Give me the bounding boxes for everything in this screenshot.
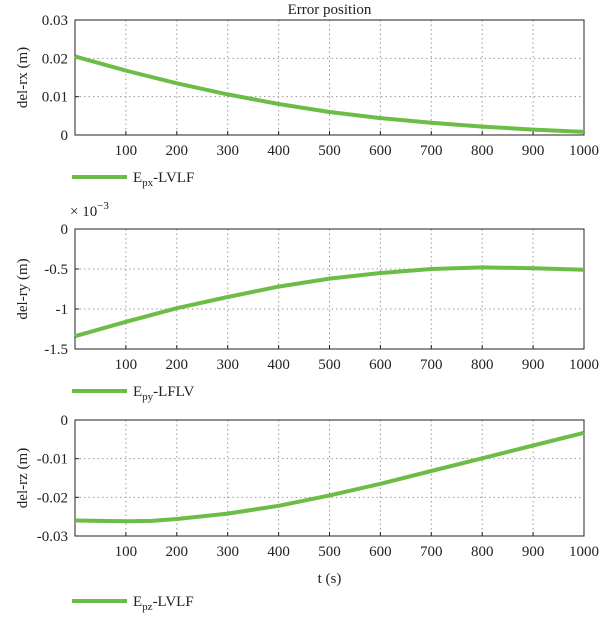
- y-axis-label: del-ry (m): [15, 258, 31, 319]
- y-tick-label: 0: [61, 413, 69, 429]
- x-tick-label: 1000: [569, 357, 599, 373]
- scale-note-exponent: −3: [97, 200, 109, 212]
- x-tick-label: 600: [369, 143, 392, 159]
- legend-label: Epz-LVLF: [133, 594, 194, 613]
- y-tick-label: -0.03: [37, 529, 68, 545]
- legend-label-suffix: -LVLF: [153, 594, 194, 610]
- y-tick-label: 0: [61, 222, 69, 238]
- legend-label: Epy-LFLV: [133, 384, 194, 403]
- legend: Epx-LVLF: [72, 170, 194, 189]
- x-tick-label: 400: [267, 143, 290, 159]
- plot-frame: [74, 419, 585, 537]
- plot-frame: [74, 228, 585, 350]
- legend-label-main: E: [133, 384, 142, 400]
- subplot-1: 100 200 300 400 500 600 700 800 900 1000 0 0.01 0.02…: [15, 2, 599, 189]
- x-tick-label: 1000: [569, 143, 599, 159]
- x-tick-label: 900: [522, 544, 545, 560]
- x-tick-label: 100: [115, 544, 138, 560]
- subplot-2: 100 200 300 400 500 600 700 800 900 1000 0 -0.5 -1 -1…: [15, 200, 599, 403]
- legend-label-suffix: -LVLF: [153, 170, 194, 186]
- scale-note-base: × 10: [70, 204, 97, 220]
- y-tick-label: -0.5: [44, 262, 68, 278]
- y-tick-label: 0: [61, 128, 69, 144]
- legend-label-main: E: [133, 170, 142, 186]
- x-tick-label: 400: [267, 357, 290, 373]
- x-tick-label: 1000: [569, 544, 599, 560]
- x-tick-label: 300: [216, 357, 239, 373]
- legend-label-main: E: [133, 594, 142, 610]
- y-axis-label: del-rx (m): [15, 47, 31, 108]
- x-tick-label: 800: [471, 357, 494, 373]
- x-tick-label: 300: [216, 143, 239, 159]
- x-tick-label: 300: [216, 544, 239, 560]
- legend: Epy-LFLV: [72, 384, 194, 403]
- x-tick-label: 500: [318, 357, 341, 373]
- x-tick-label: 900: [522, 357, 545, 373]
- x-tick-label: 500: [318, 143, 341, 159]
- legend-label-subscript: pz: [142, 601, 153, 613]
- plot-frame: [74, 19, 585, 136]
- x-tick-label: 900: [522, 143, 545, 159]
- x-axis-label: t (s): [318, 571, 342, 587]
- legend-label-subscript: px: [142, 177, 154, 189]
- x-tick-label: 700: [420, 143, 443, 159]
- y-tick-label: 0.01: [42, 90, 68, 106]
- x-tick-label: 600: [369, 357, 392, 373]
- x-tick-label: 200: [166, 357, 189, 373]
- chart-title: Error position: [288, 2, 372, 18]
- series-line: [74, 54, 585, 134]
- y-tick-label: -0.01: [37, 452, 68, 468]
- y-tick-label: -0.02: [37, 490, 68, 506]
- x-tick-label: 200: [166, 143, 189, 159]
- legend-label: Epx-LVLF: [133, 170, 194, 189]
- series-line: [74, 265, 585, 339]
- x-tick-label: 200: [166, 544, 189, 560]
- scale-note: × 10−3: [70, 200, 109, 220]
- series-line: [74, 430, 585, 524]
- x-tick-label: 800: [471, 143, 494, 159]
- x-tick-label: 500: [318, 544, 341, 560]
- y-tick-label: 0.02: [42, 51, 68, 67]
- x-tick-label: 700: [420, 357, 443, 373]
- y-tick-label: -1: [56, 302, 69, 318]
- y-axis-label: del-rz (m): [15, 448, 31, 508]
- y-tick-label: 0.03: [42, 13, 68, 29]
- x-tick-label: 600: [369, 544, 392, 560]
- legend-label-suffix: -LFLV: [153, 384, 194, 400]
- x-tick-label: 800: [471, 544, 494, 560]
- x-tick-label: 700: [420, 544, 443, 560]
- subplot-3: 100 200 300 400 500 600 700 800 900 1000 0 -0.01 -0.…: [15, 413, 599, 613]
- x-tick-label: 100: [115, 143, 138, 159]
- legend-label-subscript: py: [142, 391, 154, 403]
- x-tick-label: 400: [267, 544, 290, 560]
- x-tick-label: 100: [115, 357, 138, 373]
- y-tick-label: -1.5: [44, 342, 68, 358]
- legend: Epz-LVLF: [72, 594, 194, 613]
